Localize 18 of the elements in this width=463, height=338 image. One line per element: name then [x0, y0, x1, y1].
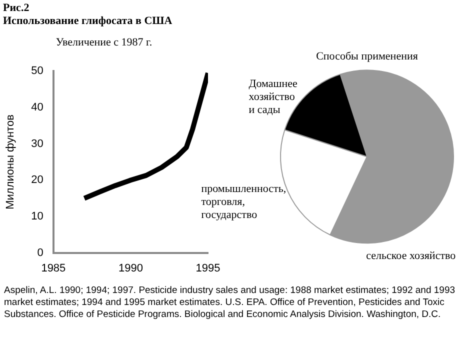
slice-label: промышленность, торговля, государство: [201, 183, 286, 222]
y-tick-label: 30: [31, 138, 44, 150]
y-tick-label: 0: [37, 246, 44, 259]
slice-label: Домашнее хозяйство и сады: [248, 78, 298, 116]
chart-title: Способы применения: [316, 50, 418, 62]
x-tick-label: 1990: [118, 262, 143, 274]
slice-label: сельское хозяйство: [366, 250, 456, 262]
text: Aspelin, A.L. 1990; 1994; 1997. Pesticide industry sales and usage: 1988 market estimates; 1992 and 1993 market estimates; 1994 and 1995 market estimates. U.S. EPA. Office of Prevention, Pesticides and Toxic Substances. Office of Pesticide Programs. Biological and Economic Analysis Division. Washington, D.C.: [4, 285, 456, 321]
text: Использование глифосата в США: [3, 15, 172, 28]
y-tick-label: 40: [31, 102, 44, 114]
chart-title: Увеличение с 1987 г.: [56, 36, 152, 48]
y-axis-title: Миллионы фунтов: [4, 114, 17, 210]
text: Рис.2: [3, 2, 30, 15]
x-tick-label: 1985: [41, 262, 66, 274]
y-tick-label: 20: [31, 174, 44, 186]
y-tick-label: 10: [31, 210, 44, 223]
x-tick-label: 1995: [196, 262, 220, 274]
y-tick-label: 50: [31, 65, 44, 78]
